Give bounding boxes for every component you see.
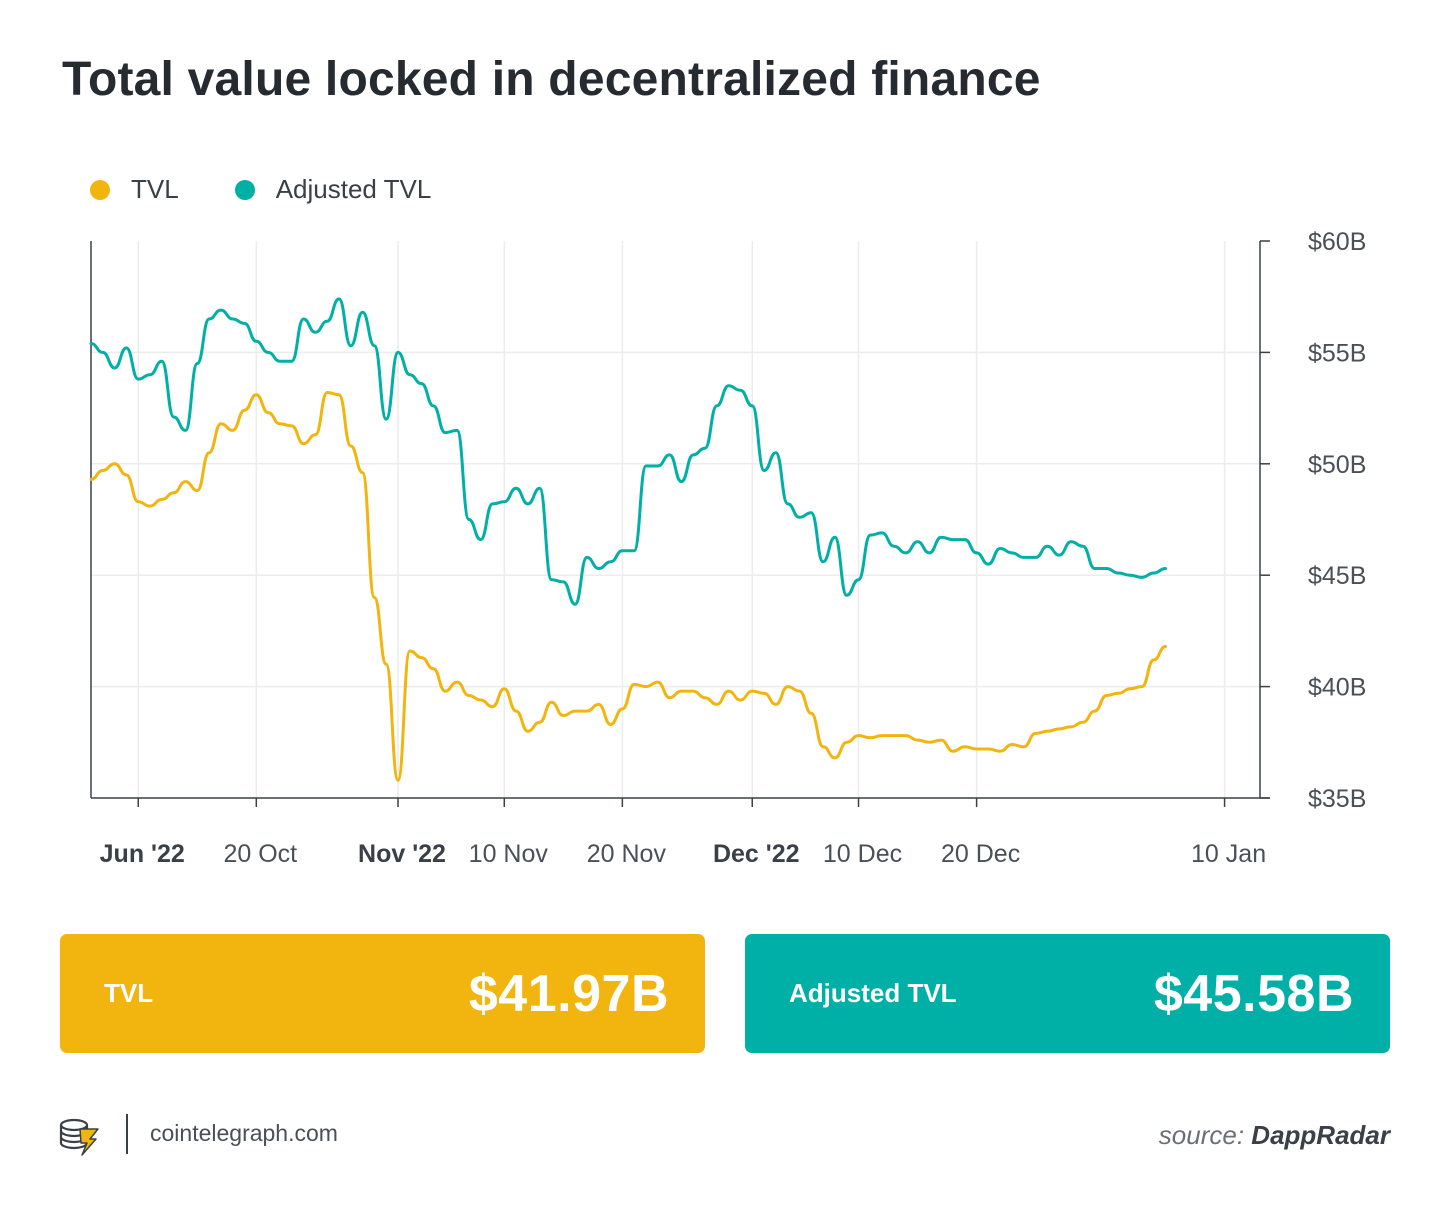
y-tick-label: $40B <box>1308 674 1366 702</box>
tvl-card-label: TVL <box>104 978 154 1008</box>
legend-dot-tvl <box>90 179 110 200</box>
adjusted-tvl-summary-card: Adjusted TVL $45.58B <box>745 934 1390 1053</box>
source-name: DappRadar <box>1251 1120 1390 1150</box>
footer-source: source: DappRadar <box>1159 1120 1390 1151</box>
adjusted-tvl-card-label: Adjusted TVL <box>789 978 957 1008</box>
page-title: Total value locked in decentralized fina… <box>62 53 1041 106</box>
y-tick-label: $50B <box>1308 451 1366 479</box>
series-line-tvl <box>89 391 1167 782</box>
x-tick-label: 10 Jan <box>1191 840 1266 868</box>
x-tick-label: 20 Nov <box>587 840 667 868</box>
legend-label-tvl: TVL <box>131 174 179 204</box>
x-tick-label: Dec '22 <box>713 840 800 868</box>
series-line-adjusted-tvl <box>89 297 1167 606</box>
y-tick-label: $35B <box>1308 785 1366 813</box>
legend-dot-adjusted-tvl <box>234 179 255 200</box>
source-prefix: source: <box>1158 1120 1245 1150</box>
cointelegraph-coins-icon <box>58 1116 104 1161</box>
legend-label-adjusted-tvl: Adjusted TVL <box>275 174 432 204</box>
legend-item-adjusted-tvl: Adjusted TVL <box>234 174 432 205</box>
tvl-line-chart: $60B $55B $50B $45B $40B $35B Jun '22 20 Oct Nov… <box>89 228 1366 868</box>
y-tick-label: $45B <box>1308 562 1366 590</box>
legend-item-tvl: TVL <box>90 174 179 205</box>
x-tick-label: 10 Dec <box>823 840 902 868</box>
x-tick-label: 20 Oct <box>223 840 297 868</box>
tvl-card-value: $41.97B <box>468 964 669 1023</box>
x-tick-label: 10 Nov <box>469 840 549 868</box>
tvl-summary-card: TVL $41.97B <box>60 934 705 1053</box>
y-tick-label: $55B <box>1308 339 1366 367</box>
footer-separator <box>126 1114 128 1154</box>
footer-site[interactable]: cointelegraph.com <box>150 1120 338 1146</box>
y-tick-label: $60B <box>1308 228 1366 256</box>
x-tick-label: Nov '22 <box>358 840 446 868</box>
adjusted-tvl-card-value: $45.58B <box>1153 964 1354 1023</box>
x-tick-label: Jun '22 <box>100 840 185 868</box>
chart-legend: TVL Adjusted TVL <box>90 174 487 205</box>
x-tick-label: 20 Dec <box>941 840 1020 868</box>
